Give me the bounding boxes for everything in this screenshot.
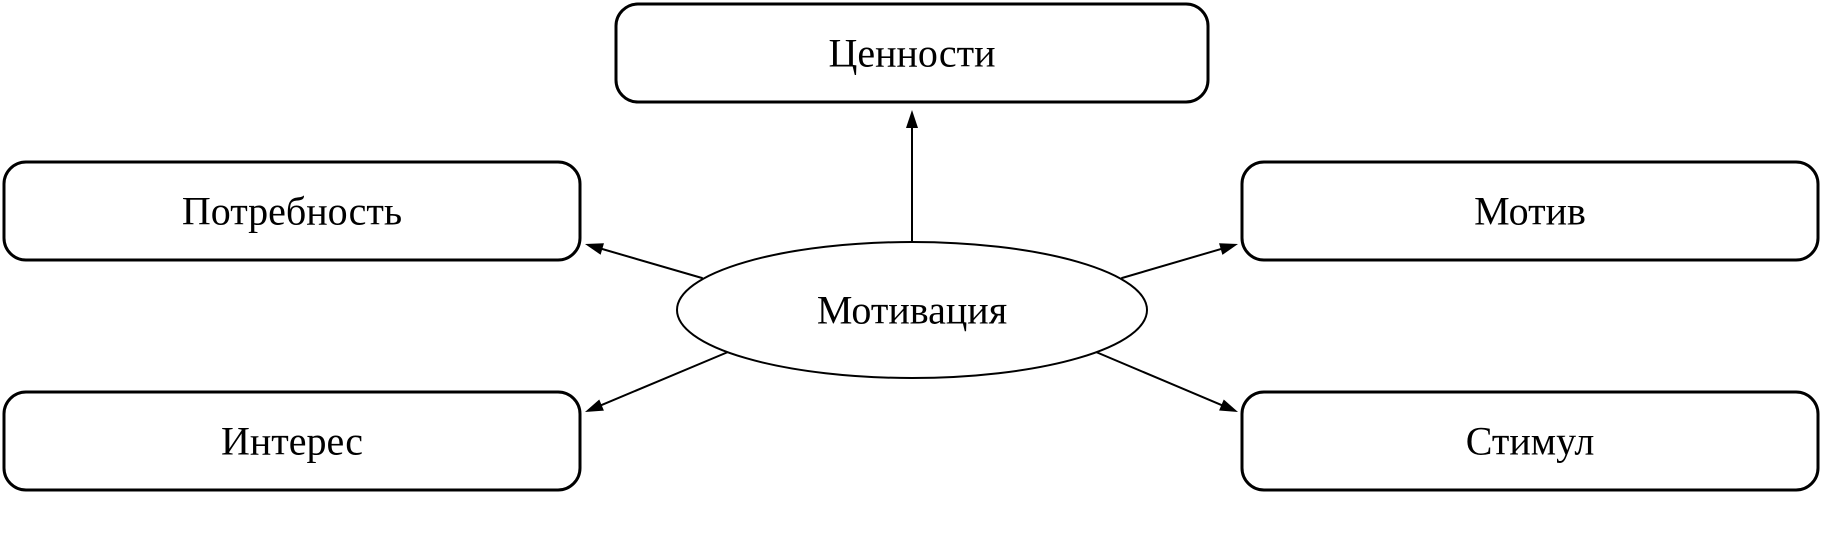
node-stimulus: Стимул bbox=[1242, 392, 1818, 490]
node-label-stimulus: Стимул bbox=[1466, 419, 1595, 464]
node-label-motive: Мотив bbox=[1474, 189, 1586, 234]
node-label-values: Ценности bbox=[828, 31, 995, 76]
node-label-need: Потребность bbox=[182, 189, 402, 234]
node-need: Потребность bbox=[4, 162, 580, 260]
motivation-diagram: Ценности Потребность Мотив Интерес Стимул Мот… bbox=[0, 0, 1823, 536]
node-label-motivation: Мотивация bbox=[817, 288, 1007, 333]
node-interest: Интерес bbox=[4, 392, 580, 490]
node-motive: Мотив bbox=[1242, 162, 1818, 260]
node-values: Ценности bbox=[616, 4, 1208, 102]
node-motivation: Мотивация bbox=[677, 242, 1147, 378]
node-label-interest: Интерес bbox=[221, 419, 363, 464]
